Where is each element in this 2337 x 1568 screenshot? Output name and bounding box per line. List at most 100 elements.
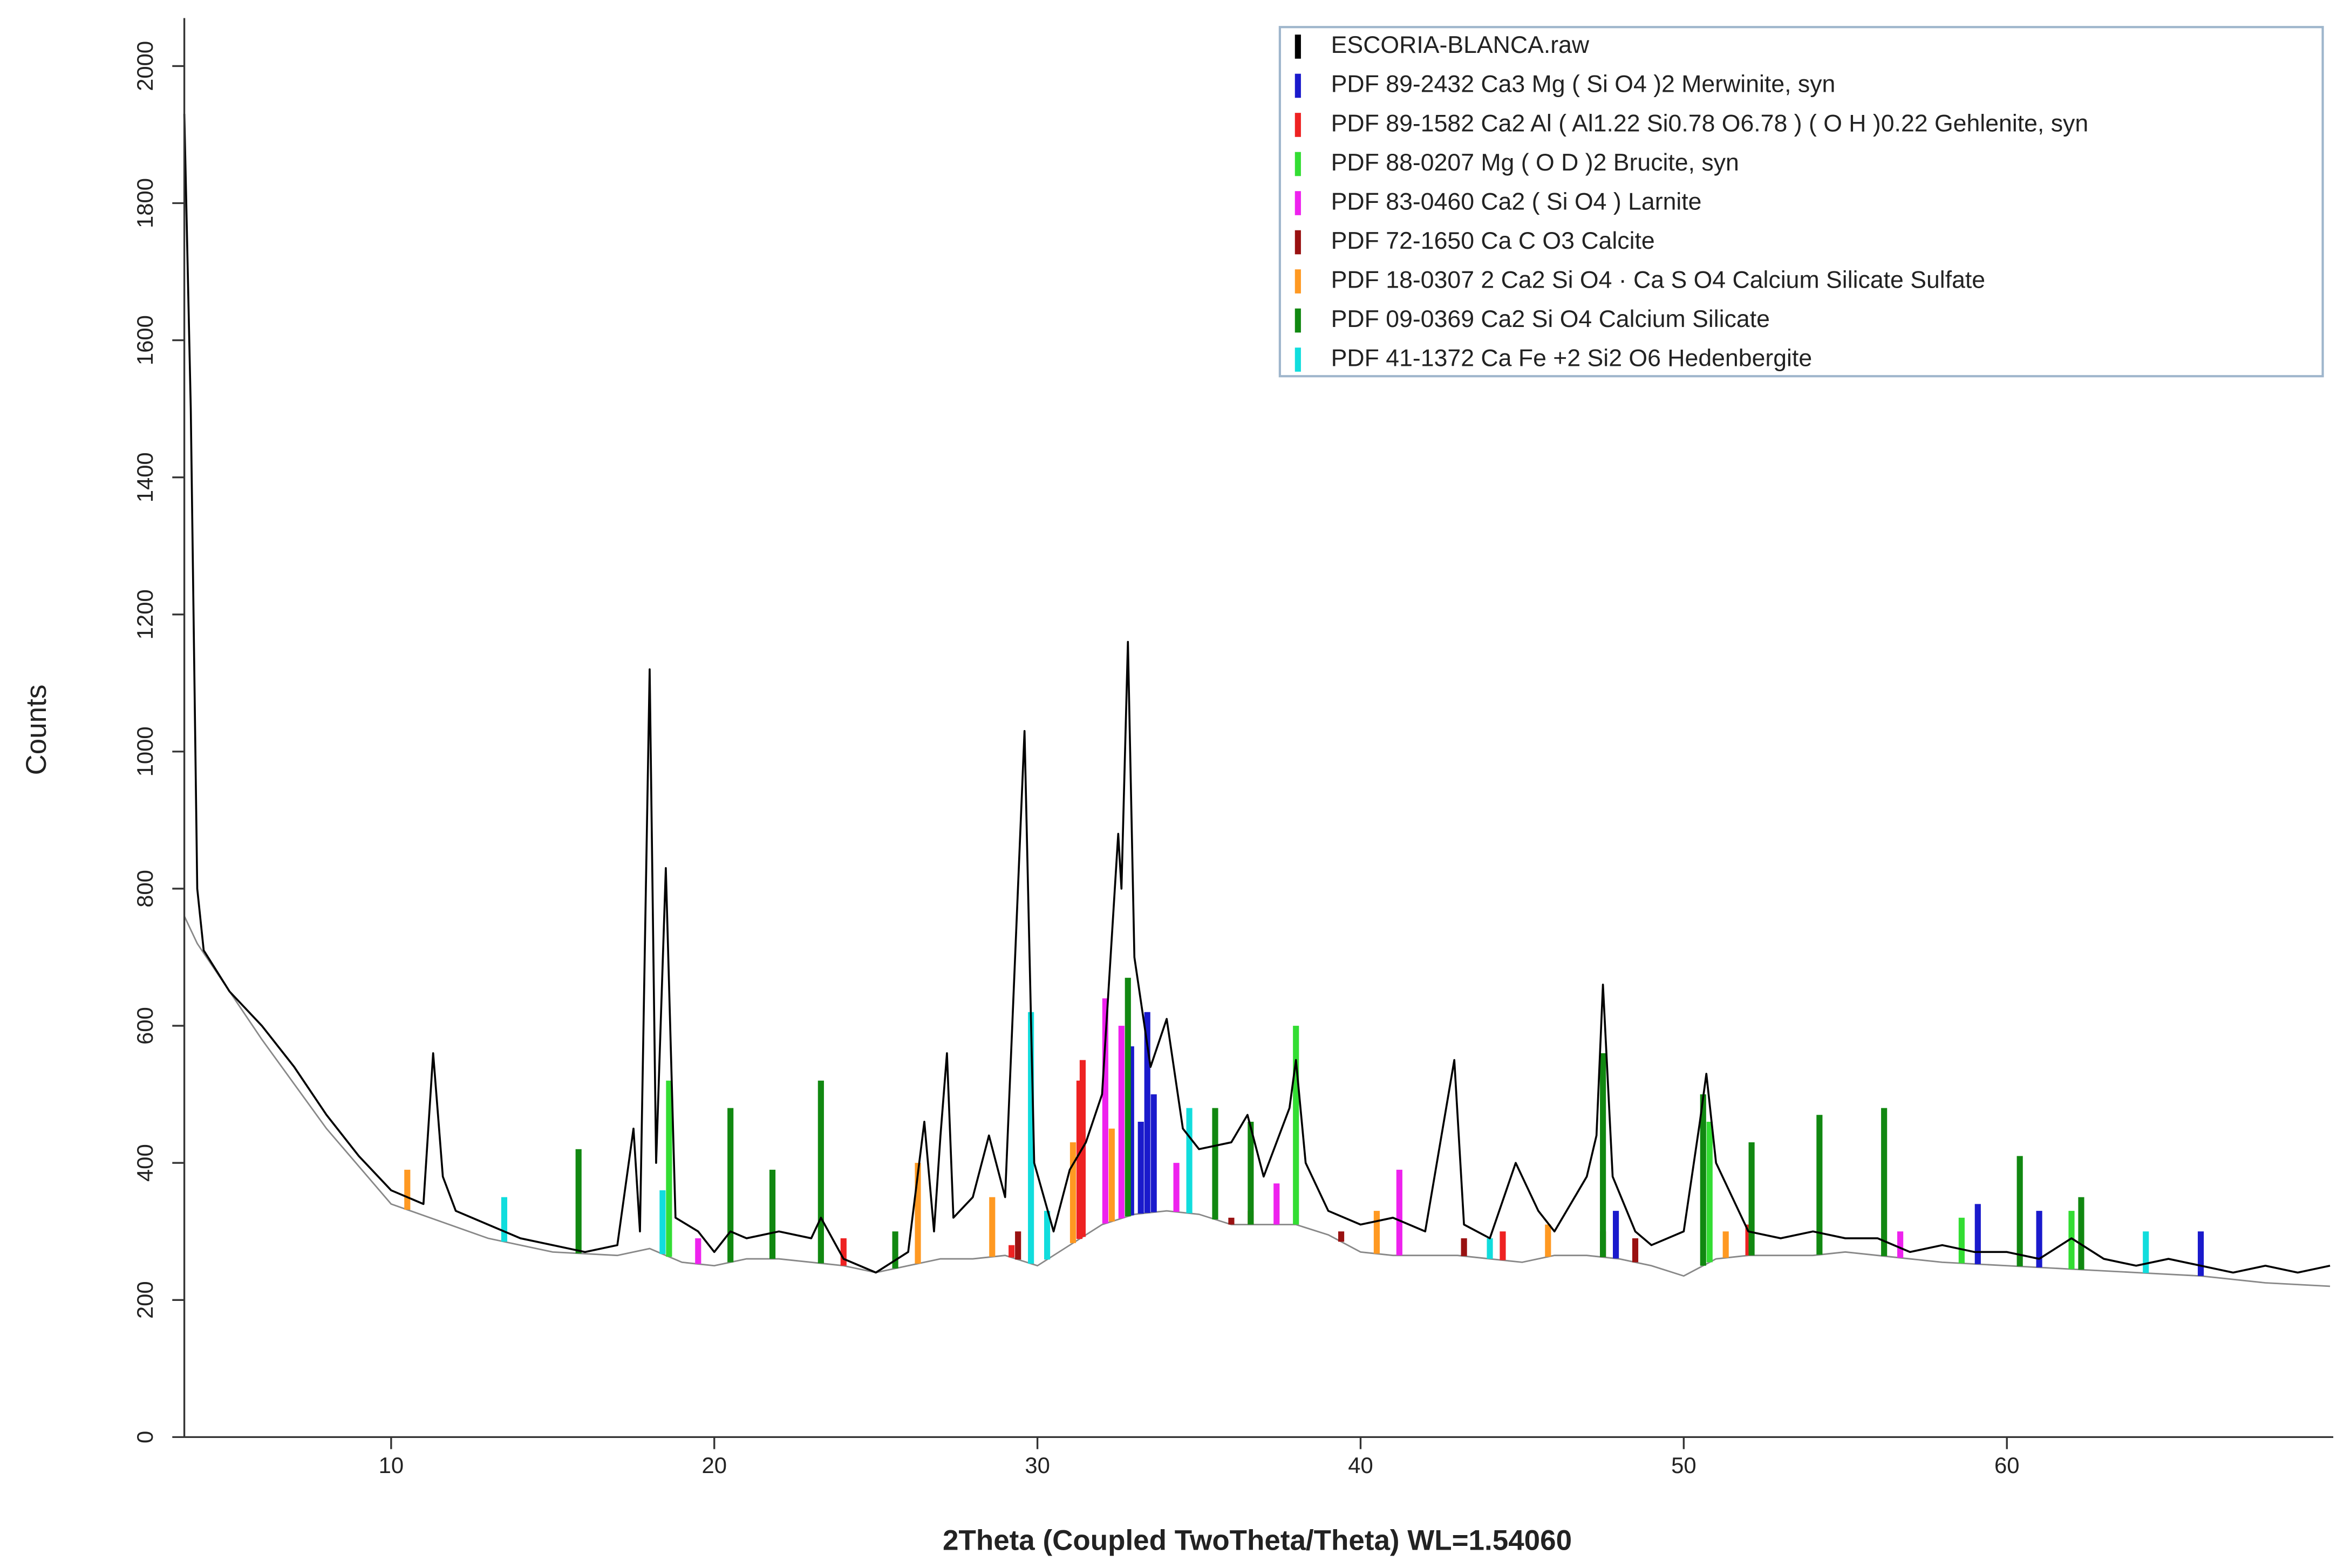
- phase-stick: [1897, 1231, 1904, 1258]
- phase-stick: [1338, 1231, 1345, 1242]
- x-tick-label: 40: [1348, 1453, 1373, 1478]
- phase-stick: [1745, 1224, 1752, 1256]
- y-tick-label: 200: [132, 1281, 158, 1319]
- legend-label: PDF 83-0460 Ca2 ( Si O4 ) Larnite: [1331, 188, 1702, 215]
- x-tick-label: 20: [701, 1453, 727, 1478]
- phase-stick: [1144, 1012, 1150, 1213]
- phase-stick: [2197, 1231, 2204, 1276]
- phase-stick: [2078, 1197, 2084, 1270]
- legend-marker: [1294, 269, 1301, 294]
- y-tick-label: 600: [132, 1007, 158, 1045]
- phase-stick: [1212, 1108, 1218, 1219]
- y-axis-title: Counts: [21, 685, 52, 775]
- phase-stick: [1128, 1046, 1134, 1216]
- legend-label: PDF 72-1650 Ca C O3 Calcite: [1331, 228, 1655, 254]
- phase-stick: [915, 1163, 921, 1264]
- phase-stick: [1186, 1108, 1193, 1214]
- phase-stick: [501, 1197, 508, 1242]
- phase-stick: [659, 1190, 666, 1255]
- phase-stick: [2068, 1211, 2075, 1270]
- legend-label: PDF 89-2432 Ca3 Mg ( Si O4 )2 Merwinite,…: [1331, 71, 1836, 98]
- phase-stick: [1461, 1238, 1467, 1256]
- phase-stick: [817, 1080, 824, 1264]
- legend-marker: [1294, 113, 1301, 137]
- phase-stick: [1545, 1224, 1551, 1257]
- phase-stick: [1044, 1211, 1051, 1260]
- y-tick-label: 800: [132, 870, 158, 908]
- y-tick-label: 1000: [132, 726, 158, 776]
- phase-stick: [1632, 1238, 1639, 1263]
- phase-stick: [1487, 1238, 1493, 1259]
- legend-marker: [1294, 230, 1301, 255]
- background-curve: [183, 916, 2331, 1287]
- phase-stick: [1706, 1121, 1713, 1263]
- phase-stick: [1076, 1080, 1083, 1239]
- y-tick-label: 2000: [132, 41, 158, 91]
- x-tick-label: 30: [1025, 1453, 1050, 1478]
- legend-label: PDF 09-0369 Ca2 Si O4 Calcium Silicate: [1331, 306, 1770, 332]
- phase-stick: [1613, 1211, 1619, 1259]
- phase-stick: [1102, 998, 1108, 1224]
- y-tick-label: 1400: [132, 452, 158, 502]
- y-tick-label: 400: [132, 1144, 158, 1182]
- legend-marker: [1294, 152, 1301, 176]
- phase-stick: [1173, 1163, 1180, 1212]
- x-tick-label: 10: [379, 1453, 404, 1478]
- phase-stick: [1600, 1053, 1606, 1257]
- phase-stick: [1273, 1183, 1280, 1225]
- phase-stick: [575, 1149, 582, 1253]
- y-tick-label: 1600: [132, 315, 158, 365]
- x-tick-label: 60: [1994, 1453, 2020, 1478]
- phase-stick: [1248, 1121, 1254, 1225]
- legend-marker: [1294, 35, 1301, 59]
- phase-stick: [1700, 1094, 1706, 1266]
- phase-stick: [1373, 1211, 1380, 1254]
- plot-area: [183, 114, 2331, 1287]
- y-tick-label: 1800: [132, 178, 158, 228]
- legend-label: PDF 89-1582 Ca2 Al ( Al1.22 Si0.78 O6.78…: [1331, 110, 2088, 137]
- phase-stick: [666, 1080, 672, 1257]
- phase-stick: [1974, 1204, 1981, 1264]
- phase-stick: [1228, 1217, 1235, 1225]
- phase-stick: [1108, 1128, 1115, 1222]
- legend-label: PDF 41-1372 Ca Fe +2 Si2 O6 Hedenbergite: [1331, 345, 1812, 371]
- phase-stick: [727, 1108, 734, 1263]
- phase-stick: [1069, 1142, 1076, 1243]
- phase-stick: [1396, 1169, 1402, 1256]
- phase-stick: [1958, 1217, 1965, 1264]
- x-axis-title: 2Theta (Coupled TwoTheta/Theta) WL=1.540…: [943, 1525, 1572, 1557]
- phase-stick: [840, 1238, 847, 1266]
- phase-stick: [1748, 1142, 1755, 1256]
- phase-stick: [2016, 1156, 2023, 1267]
- legend: [1278, 26, 2324, 378]
- data-line: [183, 114, 2331, 1274]
- phase-stick: [1816, 1115, 1823, 1255]
- x-tick-label: 50: [1671, 1453, 1696, 1478]
- phase-stick: [1150, 1094, 1157, 1212]
- legend-marker: [1294, 308, 1301, 333]
- legend-label: ESCORIA-BLANCA.raw: [1331, 32, 1590, 58]
- phase-stick: [769, 1169, 776, 1259]
- phase-stick: [2036, 1211, 2042, 1267]
- phase-stick: [1118, 1026, 1125, 1219]
- legend-marker: [1294, 73, 1301, 98]
- legend-label: PDF 18-0307 2 Ca2 Si O4 · Ca S O4 Calciu…: [1331, 267, 1985, 293]
- phase-stick: [892, 1231, 898, 1269]
- y-tick-label: 1200: [132, 589, 158, 639]
- phase-stick: [695, 1238, 701, 1264]
- phase-stick: [1293, 1026, 1299, 1225]
- phase-stick: [1137, 1121, 1144, 1214]
- phase-stick: [1881, 1108, 1888, 1256]
- phase-stick: [989, 1197, 996, 1257]
- legend-marker: [1294, 191, 1301, 215]
- phase-stick: [1500, 1231, 1506, 1260]
- legend-items: ESCORIA-BLANCA.raw PDF 89-2432 Ca3 Mg ( S…: [1294, 32, 2088, 372]
- phase-stick: [1125, 978, 1131, 1217]
- phase-stick: [1009, 1245, 1015, 1258]
- phase-stick: [2143, 1231, 2149, 1273]
- phase-stick: [404, 1169, 411, 1210]
- phase-stick: [1015, 1231, 1021, 1260]
- phase-stick: [1028, 1012, 1034, 1264]
